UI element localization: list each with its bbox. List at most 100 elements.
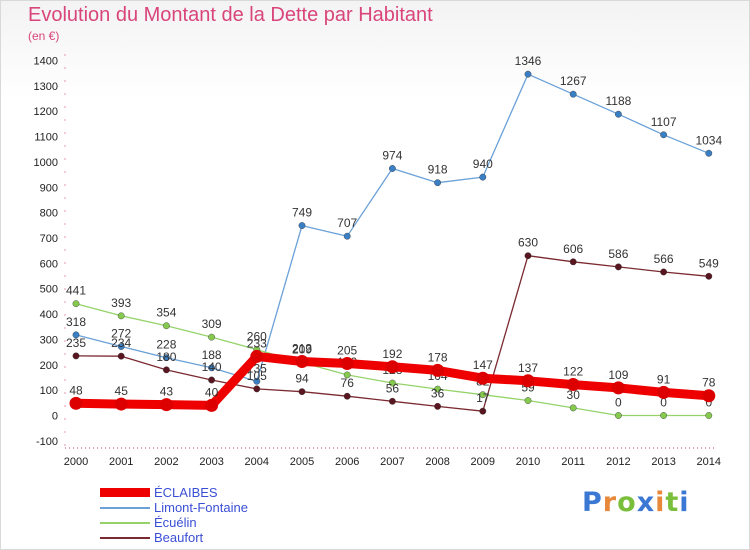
data-label-ecuelin: 393 [111, 296, 131, 310]
series-line-limont-fontaine [75, 73, 710, 382]
data-label-eclaibes: 109 [608, 368, 628, 382]
data-label-limont-fontaine: 918 [428, 163, 448, 177]
data-point-limont-fontaine [117, 343, 125, 350]
data-point-ecuelin [569, 404, 577, 412]
data-point-ecuelin [660, 412, 667, 419]
data-label-beaufort: 94 [295, 372, 309, 386]
data-point-limont-fontaine [388, 165, 396, 172]
x-tick-label: 2011 [561, 456, 585, 468]
data-point-limont-fontaine [615, 110, 622, 118]
data-label-limont-fontaine: 749 [292, 206, 312, 220]
data-point-ecuelin [208, 333, 216, 341]
data-point-beaufort [660, 268, 667, 276]
data-label-limont-fontaine: 1346 [515, 54, 542, 68]
data-point-eclaibes [250, 349, 264, 363]
data-label-ecuelin: 0 [615, 396, 622, 410]
y-tick-label: 400 [40, 309, 58, 321]
brand-letter: x [636, 487, 656, 518]
data-label-beaufort: 36 [431, 386, 445, 400]
x-tick-label: 2002 [154, 456, 178, 468]
data-label-eclaibes: 45 [115, 384, 129, 398]
data-point-beaufort [208, 376, 216, 384]
legend-swatch-limont-fontaine [100, 506, 150, 509]
y-tick-label: 200 [40, 360, 58, 372]
data-point-beaufort [615, 263, 622, 271]
data-label-eclaibes: 147 [473, 358, 493, 372]
data-label-eclaibes: 178 [428, 350, 448, 364]
data-point-eclaibes [385, 360, 399, 374]
data-label-ecuelin: 354 [156, 306, 176, 320]
data-point-beaufort [72, 352, 80, 360]
data-label-eclaibes: 122 [563, 365, 583, 379]
y-tick-label: 900 [40, 182, 58, 194]
x-tick-label: 2013 [651, 456, 675, 468]
data-label-beaufort: 76 [341, 376, 355, 390]
data-point-limont-fontaine [569, 90, 577, 98]
data-label-beaufort: 586 [608, 247, 628, 261]
x-tick-label: 2004 [245, 456, 269, 468]
legend-label-ecuelin: Écuélin [154, 515, 197, 530]
data-label-limont-fontaine: 318 [66, 315, 86, 329]
chart-subtitle: (en €) [28, 29, 60, 43]
data-point-eclaibes [114, 397, 128, 411]
data-point-eclaibes [611, 381, 625, 395]
brand-letter: i [679, 487, 690, 518]
legend-label-eclaibes: ÉCLAIBES [154, 485, 218, 500]
data-point-limont-fontaine [162, 354, 170, 362]
x-tick-label: 2003 [199, 456, 223, 468]
data-point-limont-fontaine [253, 377, 261, 385]
data-point-eclaibes [476, 371, 490, 385]
data-label-beaufort: 630 [518, 236, 538, 250]
brand-letter: P [582, 487, 603, 518]
data-label-eclaibes: 205 [337, 344, 357, 358]
data-label-beaufort: 105 [247, 369, 267, 383]
proxiti-logo: Proxiti [582, 487, 690, 518]
data-label-limont-fontaine: 1188 [605, 94, 631, 108]
data-label-ecuelin: 260 [247, 330, 267, 344]
chart-title: Evolution du Montant de la Dette par Hab… [28, 4, 433, 26]
brand-letter: i [655, 487, 666, 518]
brand-letter: r [602, 487, 618, 518]
y-tick-label: 100 [40, 385, 58, 397]
x-tick-label: 2001 [109, 456, 133, 468]
y-tick-label: 700 [40, 233, 58, 245]
data-point-eclaibes [69, 396, 83, 410]
data-point-eclaibes [205, 398, 219, 412]
data-point-ecuelin [524, 397, 532, 404]
data-point-eclaibes [702, 389, 716, 403]
data-point-limont-fontaine [705, 149, 713, 157]
x-tick-label: 2005 [290, 456, 314, 468]
data-point-limont-fontaine [434, 179, 441, 187]
x-tick-label: 2000 [64, 456, 88, 468]
data-point-limont-fontaine [208, 364, 216, 372]
data-label-beaufort: 56 [386, 381, 400, 395]
legend-swatch-ecuelin [100, 521, 150, 524]
data-label-beaufort: 235 [66, 336, 86, 350]
data-point-eclaibes [431, 363, 445, 377]
data-label-beaufort: 549 [699, 256, 719, 270]
x-tick-label: 2012 [606, 456, 630, 468]
x-tick-label: 2014 [697, 456, 721, 468]
data-point-ecuelin [162, 322, 170, 330]
data-point-beaufort [162, 366, 170, 374]
data-label-limont-fontaine: 974 [382, 148, 402, 162]
data-point-beaufort [524, 252, 532, 260]
data-point-eclaibes [521, 374, 535, 388]
legend-label-limont-fontaine: Limont-Fontaine [154, 500, 248, 515]
y-tick-label: -100 [36, 436, 58, 448]
y-tick-label: 1100 [34, 132, 58, 144]
y-tick-label: 1000 [34, 157, 58, 169]
y-tick-label: 300 [40, 334, 58, 346]
data-label-eclaibes: 78 [702, 376, 716, 390]
x-tick-label: 2009 [471, 456, 495, 468]
data-label-limont-fontaine: 1267 [560, 74, 587, 88]
y-tick-label: 1200 [34, 106, 58, 118]
data-label-eclaibes: 192 [382, 347, 402, 361]
data-label-ecuelin: 0 [705, 396, 712, 410]
data-point-limont-fontaine [660, 131, 667, 139]
data-point-ecuelin [705, 412, 713, 419]
x-tick-label: 2007 [380, 456, 404, 468]
data-label-eclaibes: 233 [247, 336, 267, 350]
